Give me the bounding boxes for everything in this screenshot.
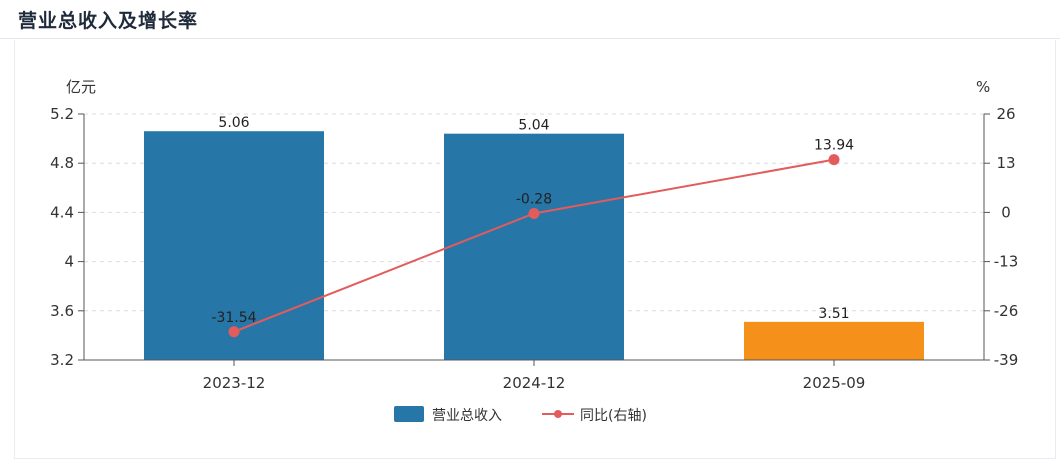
y-right-tick-label: 26 bbox=[996, 105, 1015, 123]
y-left-tick-label: 4.8 bbox=[50, 154, 74, 172]
yoy-value-label: -0.28 bbox=[516, 191, 552, 207]
y-left-tick-label: 3.6 bbox=[50, 302, 74, 320]
bar-series bbox=[144, 131, 924, 360]
yoy-point bbox=[228, 326, 240, 338]
revenue-bar bbox=[444, 133, 624, 360]
y-right-tick-label: -13 bbox=[994, 253, 1019, 271]
yoy-value-label: 13.94 bbox=[814, 138, 854, 154]
revenue-bar bbox=[144, 131, 324, 360]
yoy-value-label: -31.54 bbox=[211, 310, 256, 326]
legend[interactable]: 营业总收入 同比(右轴) bbox=[394, 406, 647, 424]
legend-swatch-revenue[interactable] bbox=[394, 406, 424, 422]
right-axis-unit: % bbox=[976, 78, 990, 96]
bar-value-label: 5.06 bbox=[218, 115, 249, 131]
legend-label-revenue[interactable]: 营业总收入 bbox=[432, 408, 502, 424]
x-tick-label: 2025-09 bbox=[803, 374, 866, 392]
left-axis-unit: 亿元 bbox=[66, 78, 96, 96]
revenue-bar bbox=[744, 321, 924, 360]
y-right-tick-label: 0 bbox=[1001, 203, 1011, 221]
legend-label-yoy[interactable]: 同比(右轴) bbox=[580, 408, 647, 424]
x-tick-label: 2023-12 bbox=[203, 374, 266, 392]
yoy-point bbox=[828, 154, 840, 166]
bar-value-label: 5.04 bbox=[518, 118, 549, 134]
chart-title: 营业总收入及增长率 bbox=[18, 10, 199, 32]
x-tick-label: 2024-12 bbox=[503, 374, 566, 392]
axes: 3.2 3.6 4 4.4 4.8 5.2 -39 -26 -13 0 13 26 2023-12 202… bbox=[50, 105, 1018, 392]
y-right-tick-label: -26 bbox=[994, 302, 1019, 320]
yoy-point bbox=[528, 207, 540, 219]
chart-header: 营业总收入及增长率 bbox=[0, 0, 1060, 39]
data-labels: 5.06 5.04 3.51 -31.54 -0.28 13.94 bbox=[211, 115, 854, 326]
y-left-tick-label: 4 bbox=[64, 253, 74, 271]
y-right-tick-label: 13 bbox=[996, 154, 1015, 172]
y-left-tick-label: 4.4 bbox=[50, 203, 74, 221]
line-series bbox=[228, 154, 840, 338]
y-right-tick-label: -39 bbox=[994, 351, 1019, 369]
y-left-tick-label: 3.2 bbox=[50, 351, 74, 369]
legend-marker-yoy bbox=[554, 410, 562, 418]
bar-value-label: 3.51 bbox=[818, 306, 849, 322]
y-left-tick-label: 5.2 bbox=[50, 105, 74, 123]
